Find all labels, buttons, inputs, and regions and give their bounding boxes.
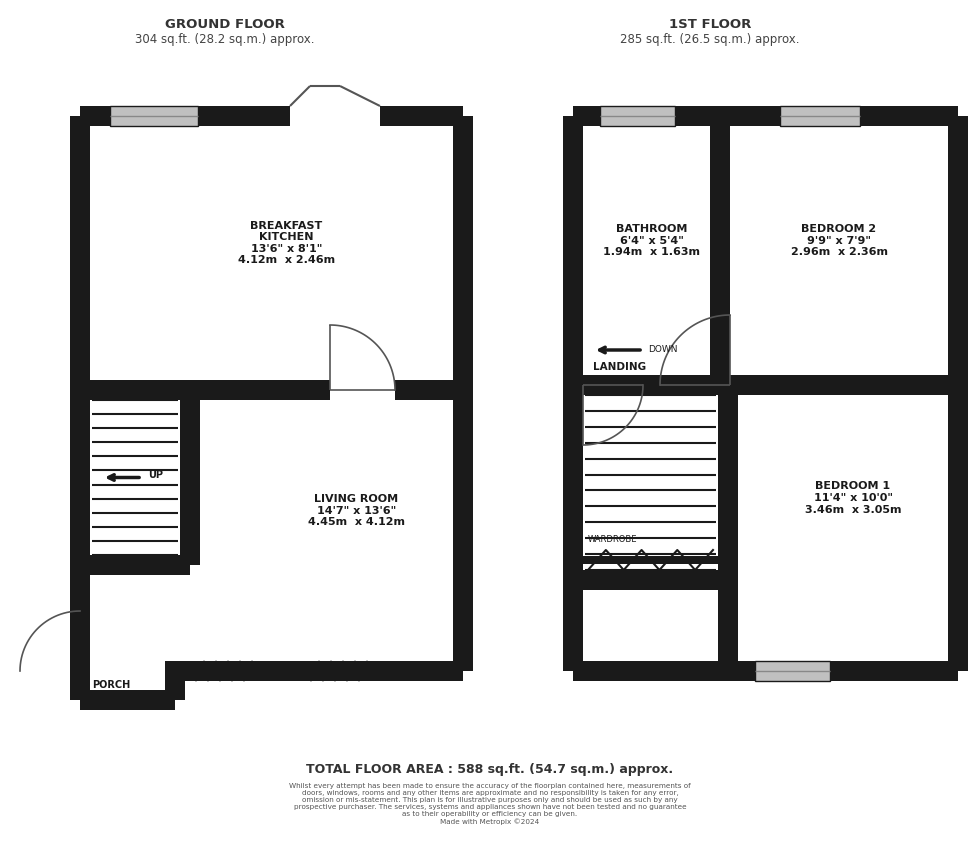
Bar bbox=[90, 555, 190, 575]
Text: BEDROOM 1
11'4" x 10'0"
3.46m  x 3.05m: BEDROOM 1 11'4" x 10'0" 3.46m x 3.05m bbox=[805, 481, 902, 515]
Bar bbox=[718, 385, 738, 671]
Bar bbox=[573, 661, 958, 681]
Text: WARDROBE: WARDROBE bbox=[588, 535, 638, 544]
Bar bbox=[90, 661, 175, 690]
Bar bbox=[583, 375, 720, 395]
Text: Whilst every attempt has been made to ensure the accuracy of the floorplan conta: Whilst every attempt has been made to en… bbox=[289, 783, 691, 825]
Bar bbox=[948, 116, 968, 671]
Bar bbox=[583, 395, 718, 570]
Bar bbox=[180, 390, 200, 565]
Bar bbox=[395, 380, 453, 400]
Bar bbox=[70, 116, 90, 671]
Bar bbox=[600, 106, 675, 126]
Bar bbox=[453, 116, 473, 671]
Text: BEDROOM 2
9'9" x 7'9"
2.96m  x 2.36m: BEDROOM 2 9'9" x 7'9" 2.96m x 2.36m bbox=[791, 224, 888, 257]
Bar bbox=[165, 661, 185, 700]
Text: DOWN: DOWN bbox=[648, 345, 677, 354]
Text: 285 sq.ft. (26.5 sq.m.) approx.: 285 sq.ft. (26.5 sq.m.) approx. bbox=[620, 33, 800, 46]
Text: UP: UP bbox=[148, 470, 163, 480]
Bar bbox=[563, 116, 968, 671]
Bar bbox=[583, 126, 710, 375]
Bar bbox=[710, 116, 730, 385]
Text: BREAKFAST
KITCHEN
13'6" x 8'1"
4.12m  x 2.46m: BREAKFAST KITCHEN 13'6" x 8'1" 4.12m x 2… bbox=[238, 220, 335, 265]
Bar bbox=[780, 106, 860, 126]
Bar bbox=[730, 126, 948, 375]
Text: GROUND FLOOR: GROUND FLOOR bbox=[165, 18, 285, 30]
Bar bbox=[70, 116, 473, 671]
Bar bbox=[563, 116, 583, 671]
Bar bbox=[710, 375, 948, 395]
Bar bbox=[180, 380, 330, 400]
Bar bbox=[583, 570, 728, 590]
Text: 304 sq.ft. (28.2 sq.m.) approx.: 304 sq.ft. (28.2 sq.m.) approx. bbox=[135, 33, 315, 46]
Text: LANDING: LANDING bbox=[593, 362, 646, 372]
Text: PORCH: PORCH bbox=[92, 680, 130, 690]
Text: LIVING ROOM
14'7" x 13'6"
4.45m  x 4.12m: LIVING ROOM 14'7" x 13'6" 4.45m x 4.12m bbox=[308, 494, 405, 528]
Bar bbox=[90, 400, 180, 555]
Bar bbox=[70, 671, 90, 700]
Bar bbox=[175, 661, 463, 681]
Bar bbox=[738, 395, 948, 661]
Bar bbox=[90, 126, 453, 380]
Text: BATHROOM
6'4" x 5'4"
1.94m  x 1.63m: BATHROOM 6'4" x 5'4" 1.94m x 1.63m bbox=[603, 224, 700, 257]
Bar bbox=[290, 106, 380, 126]
Bar bbox=[573, 106, 958, 126]
Text: TOTAL FLOOR AREA : 588 sq.ft. (54.7 sq.m.) approx.: TOTAL FLOOR AREA : 588 sq.ft. (54.7 sq.m… bbox=[307, 762, 673, 776]
Bar bbox=[90, 380, 190, 400]
Bar bbox=[80, 690, 175, 710]
Bar bbox=[90, 400, 453, 661]
Text: 1ST FLOOR: 1ST FLOOR bbox=[668, 18, 752, 30]
Bar bbox=[755, 661, 830, 681]
Bar bbox=[80, 106, 463, 126]
Bar bbox=[110, 106, 198, 126]
Bar bbox=[583, 556, 718, 564]
